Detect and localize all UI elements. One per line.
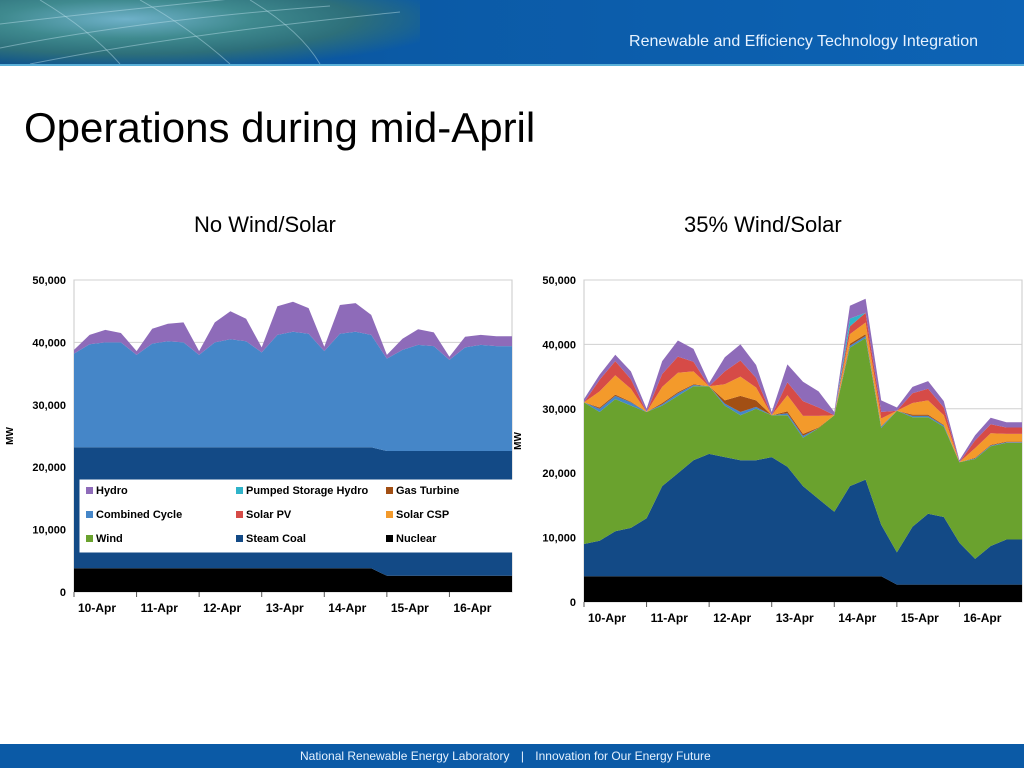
x-tick-label: 14-Apr	[328, 601, 366, 615]
x-tick-label: 13-Apr	[266, 601, 304, 615]
area-hydro	[74, 301, 512, 360]
y-tick-label: 30,000	[32, 400, 66, 412]
legend-label-wind: Wind	[96, 533, 123, 545]
x-tick-label: 11-Apr	[651, 611, 689, 625]
left-area-chart: 0 10,000 20,000 30,000 40,000 50,000 10-Apr 11-…	[5, 275, 513, 615]
legend-swatch-solar-csp	[386, 511, 393, 518]
globe-grid-artwork	[0, 0, 420, 64]
legend-swatch-gas-turbine	[386, 487, 393, 494]
legend-swatch-combined-cycle	[86, 511, 93, 518]
header-banner: Renewable and Efficiency Technology Inte…	[0, 0, 1024, 64]
legend	[79, 479, 513, 553]
legend-label-solar-csp: Solar CSP	[396, 509, 449, 521]
legend-swatch-steam-coal	[236, 535, 243, 542]
globe-grid-lines	[0, 0, 401, 64]
footer-slogan: Innovation for Our Energy Future	[535, 749, 711, 763]
legend-label-pumped-storage-hydro: Pumped Storage Hydro	[246, 485, 369, 497]
legend-swatch-pumped-storage-hydro	[236, 487, 243, 494]
x-tick-label: 10-Apr	[78, 601, 116, 615]
y-tick-label: 30,000	[542, 404, 576, 416]
x-tick-label: 16-Apr	[453, 601, 491, 615]
legend-swatch-solar-pv	[236, 511, 243, 518]
y-axis-label: MW	[5, 427, 16, 445]
legend-label-steam-coal: Steam Coal	[246, 533, 306, 545]
legend-swatch-nuclear	[386, 535, 393, 542]
y-axis-label: MW	[513, 432, 524, 450]
y-tick-label: 50,000	[542, 275, 576, 287]
area-nuclear	[74, 568, 512, 592]
y-tick-label: 20,000	[32, 462, 66, 474]
legend-label-solar-pv: Solar PV	[246, 509, 292, 521]
area-combined-cycle	[584, 336, 1022, 463]
legend-label-gas-turbine: Gas Turbine	[396, 485, 459, 497]
x-tick-label: 13-Apr	[776, 611, 814, 625]
area-solar-csp	[584, 322, 1022, 463]
right-area-chart: 0 10,000 20,000 30,000 40,000 50,000 10-Apr 11-…	[513, 275, 1023, 625]
area-nuclear	[584, 576, 1022, 602]
y-tick-label: 10,000	[542, 533, 576, 545]
y-tick-label: 0	[570, 597, 576, 609]
legend-label-hydro: Hydro	[96, 485, 128, 497]
y-tick-label: 0	[60, 587, 66, 599]
right-chart-title: 35% Wind/Solar	[684, 212, 842, 237]
footer-separator: |	[520, 749, 524, 763]
footer-org: National Renewable Energy Laboratory	[300, 749, 510, 763]
legend-swatch-hydro	[86, 487, 93, 494]
legend-swatch-wind	[86, 535, 93, 542]
left-chart-title: No Wind/Solar	[194, 212, 336, 237]
x-tick-label: 12-Apr	[713, 611, 751, 625]
y-tick-label: 40,000	[542, 339, 576, 351]
slide-title: Operations during mid-April	[24, 104, 536, 151]
y-tick-label: 10,000	[32, 525, 66, 537]
x-tick-label: 12-Apr	[203, 601, 241, 615]
x-tick-label: 15-Apr	[391, 601, 429, 615]
legend-label-nuclear: Nuclear	[396, 533, 437, 545]
footer-text: National Renewable Energy Laboratory | I…	[300, 749, 711, 763]
footer-bar: National Renewable Energy Laboratory | I…	[0, 744, 1024, 768]
y-tick-label: 50,000	[32, 275, 66, 287]
legend-label-combined-cycle: Combined Cycle	[96, 509, 182, 521]
y-tick-label: 40,000	[32, 337, 66, 349]
header-tagline: Renewable and Efficiency Technology Inte…	[629, 33, 978, 50]
x-tick-label: 11-Apr	[141, 601, 179, 615]
header-divider	[0, 64, 1024, 66]
x-tick-label: 16-Apr	[963, 611, 1001, 625]
y-tick-label: 20,000	[542, 468, 576, 480]
area-steam-coal	[584, 453, 1022, 585]
x-tick-label: 14-Apr	[838, 611, 876, 625]
x-tick-label: 10-Apr	[588, 611, 626, 625]
area-combined-cycle	[74, 331, 512, 451]
x-tick-label: 15-Apr	[901, 611, 939, 625]
area-wind	[584, 338, 1022, 559]
